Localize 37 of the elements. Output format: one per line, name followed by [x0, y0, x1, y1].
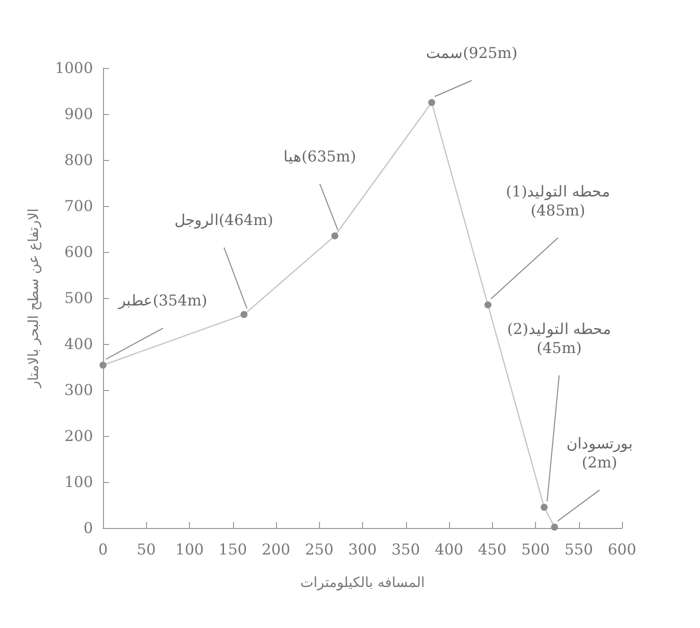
point [428, 99, 436, 106]
y-tick-label: 800 [64, 151, 93, 169]
x-tick-label: 50 [136, 540, 156, 558]
y-tick-label: 900 [64, 105, 93, 123]
point [100, 362, 106, 369]
y-tick-label: 600 [64, 243, 93, 261]
x-tick-label: 250 [304, 540, 334, 558]
x-tick-label: 0 [98, 540, 108, 558]
x-tick-label: 400 [434, 540, 464, 558]
x-tick-label: 300 [348, 540, 377, 558]
x-tick-label: 500 [521, 540, 550, 558]
y-axis-title: الارتفاع عن سطح البحر بالامتار [26, 208, 42, 389]
x-tick-label: 450 [478, 540, 507, 558]
y-tick-label: 700 [64, 197, 93, 215]
point [551, 524, 558, 531]
x-tick-label: 100 [175, 540, 204, 558]
x-tick-label: 200 [262, 540, 290, 558]
y-tick-label: 0 [83, 519, 93, 537]
x-tick-label: 550 [564, 540, 594, 558]
x-tick-label: 350 [391, 540, 420, 558]
y-tick-label: 300 [64, 381, 93, 399]
annotation: سمت(925m) [426, 44, 518, 62]
y-tick-label: 200 [64, 427, 93, 445]
annotation: الروجل(464m) [174, 211, 274, 230]
annotation: عطبر(354m) [118, 292, 208, 310]
point [331, 232, 338, 240]
x-tick-label: 600 [608, 540, 636, 558]
y-tick-label: 1000 [54, 59, 93, 77]
point [484, 301, 492, 308]
point [240, 311, 248, 318]
y-tick-label: 500 [64, 289, 93, 307]
y-tick-label: 400 [64, 335, 93, 353]
y-tick-label: 100 [64, 473, 93, 491]
point [540, 504, 548, 511]
x-axis-title: المسافه بالكيلومترات [300, 575, 425, 591]
x-tick-label: 150 [218, 540, 248, 558]
annotation: هيا(635m) [284, 147, 356, 166]
